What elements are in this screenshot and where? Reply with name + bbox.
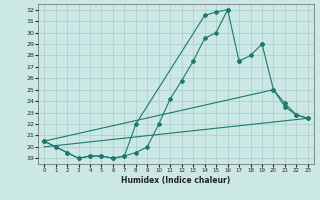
X-axis label: Humidex (Indice chaleur): Humidex (Indice chaleur) xyxy=(121,176,231,185)
